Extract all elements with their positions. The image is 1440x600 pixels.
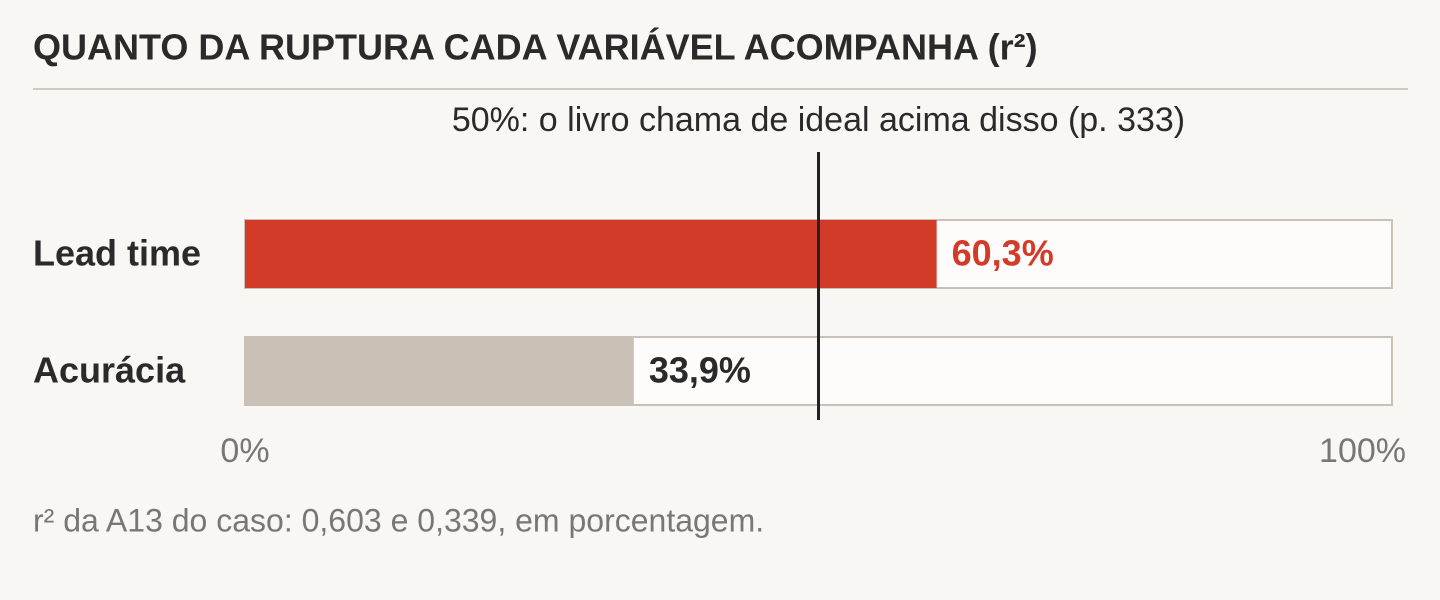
value-label: 33,9% bbox=[649, 350, 751, 391]
category-label: Lead time bbox=[33, 233, 201, 274]
bar bbox=[245, 337, 634, 405]
footnote: r² da A13 do caso: 0,603 e 0,339, em por… bbox=[33, 502, 764, 538]
reference-label: 50%: o livro chama de ideal acima disso … bbox=[452, 101, 1185, 139]
chart-title: QUANTO DA RUPTURA CADA VARIÁVEL ACOMPANH… bbox=[33, 27, 1038, 68]
x-tick-label: 0% bbox=[220, 432, 269, 470]
x-tick-label: 100% bbox=[1319, 432, 1406, 470]
category-label: Acurácia bbox=[33, 350, 186, 391]
bar bbox=[245, 220, 937, 288]
value-label: 60,3% bbox=[952, 233, 1054, 274]
